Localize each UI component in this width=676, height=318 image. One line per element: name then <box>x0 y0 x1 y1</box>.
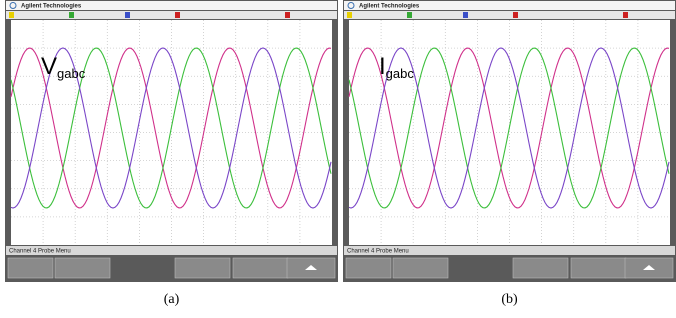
channel-box <box>9 12 14 18</box>
label-subscript: gabc <box>386 66 415 81</box>
softkey <box>393 258 448 278</box>
channel-box <box>513 12 518 18</box>
channel-box <box>69 12 74 18</box>
softkey <box>233 258 288 278</box>
channel-box <box>175 12 180 18</box>
channel-box <box>463 12 468 18</box>
label-symbol: V <box>41 53 57 80</box>
channel-box <box>407 12 412 18</box>
caption: (b) <box>501 292 518 307</box>
label-symbol: I <box>379 53 386 80</box>
scope-panel: Agilent Technologies Igabc Channel 4 Probe… <box>343 0 676 307</box>
channel-box <box>347 12 352 18</box>
label-subscript: gabc <box>57 66 86 81</box>
softkey <box>346 258 391 278</box>
softkey <box>8 258 53 278</box>
channel-box <box>285 12 290 18</box>
footer-text: Channel 4 Probe Menu <box>347 249 409 255</box>
softkey <box>571 258 626 278</box>
brand: Agilent Technologies <box>359 4 420 10</box>
scope-panel: Agilent Technologies Vgabc Channel 4 Probe… <box>5 0 338 307</box>
softkey <box>55 258 110 278</box>
softkey <box>175 258 230 278</box>
figure: Agilent Technologies Vgabc Channel 4 Probe… <box>0 0 676 318</box>
softkey <box>513 258 568 278</box>
channel-box <box>125 12 130 18</box>
brand: Agilent Technologies <box>21 4 82 10</box>
caption: (a) <box>164 292 180 307</box>
channel-box <box>623 12 628 18</box>
footer-text: Channel 4 Probe Menu <box>9 249 71 255</box>
